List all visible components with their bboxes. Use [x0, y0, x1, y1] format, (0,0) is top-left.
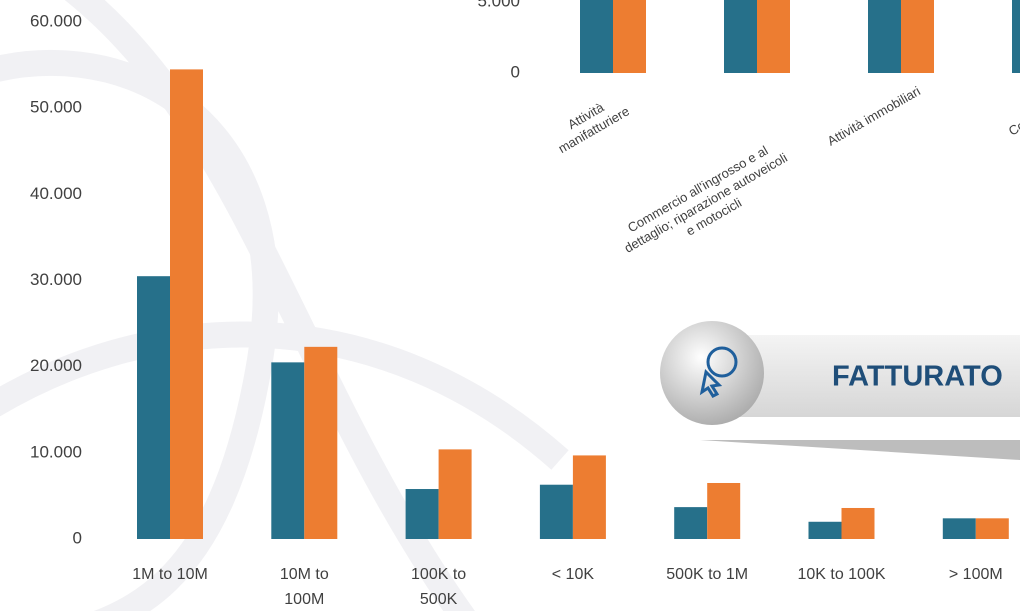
x-tick-label: 500K to 1M	[666, 566, 749, 583]
x-tick-label-group: Costruzioni	[1005, 93, 1020, 139]
y-tick-label: 10.000	[30, 442, 82, 461]
bar	[674, 507, 708, 539]
x-tick-label-box: Commercio all'ingrosso e al dettaglio; r…	[621, 142, 790, 256]
x-tick-label-box: Attività manifatturiere	[555, 99, 632, 157]
x-tick-label: Costruzioni	[1005, 93, 1020, 139]
y-tick-label: 50.000	[30, 98, 82, 117]
x-tick-label-box: Attività immobiliari	[824, 83, 923, 149]
x-tick-label: 10K to 100K	[797, 566, 886, 583]
bar	[170, 69, 203, 540]
bar	[271, 362, 305, 539]
bar	[1012, 0, 1020, 73]
bar	[975, 518, 1009, 539]
bar	[539, 484, 573, 539]
x-tick-label: Commercio all'ingrosso e al dettaglio; r…	[621, 142, 790, 256]
x-tick-label: Attività immobiliari	[824, 83, 923, 149]
x-tick-label-box: < 10K	[551, 566, 595, 583]
x-tick-label: 10M to 100M	[279, 566, 329, 608]
x-tick-label: 100K to 500K	[411, 566, 467, 608]
x-tick-label: > 100M	[948, 566, 1003, 583]
y-tick-label: 0	[73, 528, 82, 547]
bar	[808, 521, 842, 539]
x-tick-label: Attività manifatturiere	[555, 99, 632, 157]
bar	[613, 0, 646, 73]
bar	[137, 276, 170, 539]
x-tick-label: 1M to 10M	[132, 566, 208, 583]
y-tick-label: 20.000	[30, 356, 82, 375]
y-tick-label: 30.000	[30, 270, 82, 289]
x-tick-label-group: Attività manifatturiere	[555, 99, 632, 157]
x-tick-label-box: Costruzioni	[1005, 93, 1020, 139]
x-tick-label-box: 10M to 100M	[279, 566, 329, 608]
banner-title: FATTURATO	[832, 361, 1003, 393]
x-tick-label-box: 100K to 500K	[411, 566, 467, 608]
bar	[868, 0, 901, 73]
bar	[841, 507, 875, 539]
bar	[304, 346, 338, 539]
x-tick-label-group: Commercio all'ingrosso e al dettaglio; r…	[621, 142, 790, 256]
x-tick-label-box: 500K to 1M	[666, 566, 749, 583]
bar	[901, 0, 934, 73]
x-tick-label-group: Attività immobiliari	[824, 83, 923, 149]
banner: FATTURATO	[660, 321, 1020, 460]
x-tick-label-box: 10K to 100K	[797, 566, 886, 583]
bar	[942, 518, 976, 539]
y-tick-label: 5.000	[477, 0, 520, 10]
bar	[724, 0, 757, 73]
x-tick-label-box: > 100M	[948, 566, 1003, 583]
y-tick-label: 60.000	[30, 11, 82, 30]
bar	[757, 0, 790, 73]
bar	[707, 482, 741, 539]
bar	[438, 449, 472, 539]
x-tick-label: < 10K	[551, 566, 595, 583]
bar	[572, 455, 606, 539]
bar	[405, 489, 439, 539]
bar	[580, 0, 613, 73]
y-tick-label: 0	[511, 62, 520, 81]
x-tick-label-box: 1M to 10M	[132, 566, 208, 583]
y-tick-label: 40.000	[30, 184, 82, 203]
